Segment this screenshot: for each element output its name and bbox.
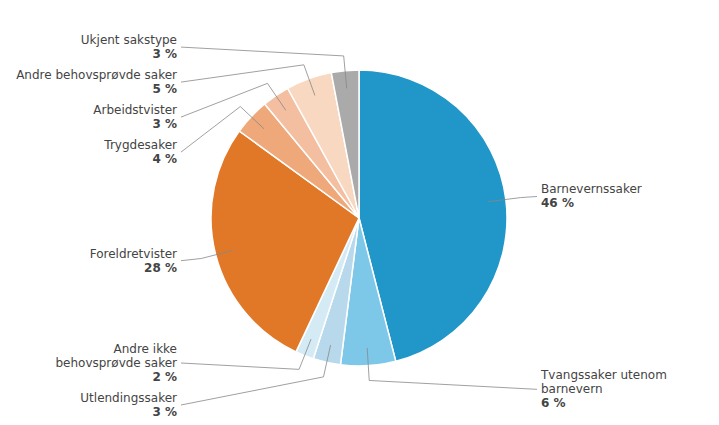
slices (211, 70, 507, 366)
slice-label: Tvangssaker utenombarnevern6 % (540, 368, 667, 410)
leader-line (181, 107, 264, 153)
leader-line (181, 339, 311, 369)
category-label: Andre ikkebehovsprøvde saker (55, 342, 177, 370)
category-label: Foreldretvister (90, 247, 177, 261)
leader-line (367, 348, 537, 389)
category-label: Barnevernssaker (541, 182, 642, 196)
slice-label: Utlendingssaker3 % (80, 391, 177, 419)
category-label: Trygdesaker (103, 138, 177, 152)
value-label: 3 % (152, 405, 177, 419)
category-label: Andre behovsprøvde saker (16, 68, 177, 82)
leader-line (181, 345, 331, 405)
value-label: 6 % (541, 396, 566, 410)
slice-label: Trygdesaker4 % (103, 138, 177, 166)
slice-label: Ukjent sakstype3 % (81, 33, 177, 61)
value-label: 46 % (541, 196, 574, 210)
pie-chart: Barnevernssaker46 % Tvangssaker utenombar… (0, 0, 719, 425)
value-label: 3 % (152, 47, 177, 61)
leader-line (181, 83, 286, 117)
labels: Barnevernssaker46 % Tvangssaker utenombar… (16, 33, 667, 419)
slice-label: Barnevernssaker46 % (541, 182, 642, 210)
leader-line (181, 47, 347, 88)
value-label: 28 % (144, 261, 177, 275)
category-label: Ukjent sakstype (81, 33, 177, 47)
slice-label: Andre ikkebehovsprøvde saker2 % (55, 342, 177, 384)
value-label: 5 % (152, 82, 177, 96)
slice-label: Foreldretvister28 % (90, 247, 177, 275)
slice-label: Arbeidstvister3 % (93, 103, 177, 131)
pie-slice (331, 70, 359, 218)
leader-line (488, 196, 537, 201)
leader-line (181, 65, 315, 96)
leader-lines (181, 47, 537, 405)
slice-label: Andre behovsprøvde saker5 % (16, 68, 177, 96)
value-label: 3 % (152, 117, 177, 131)
leader-line (181, 250, 233, 260)
chart-container: Barnevernssaker46 % Tvangssaker utenombar… (0, 0, 719, 425)
category-label: Utlendingssaker (80, 391, 177, 405)
category-label: Arbeidstvister (93, 103, 177, 117)
category-label: Tvangssaker utenombarnevern (540, 368, 667, 396)
value-label: 4 % (152, 152, 177, 166)
value-label: 2 % (152, 370, 177, 384)
